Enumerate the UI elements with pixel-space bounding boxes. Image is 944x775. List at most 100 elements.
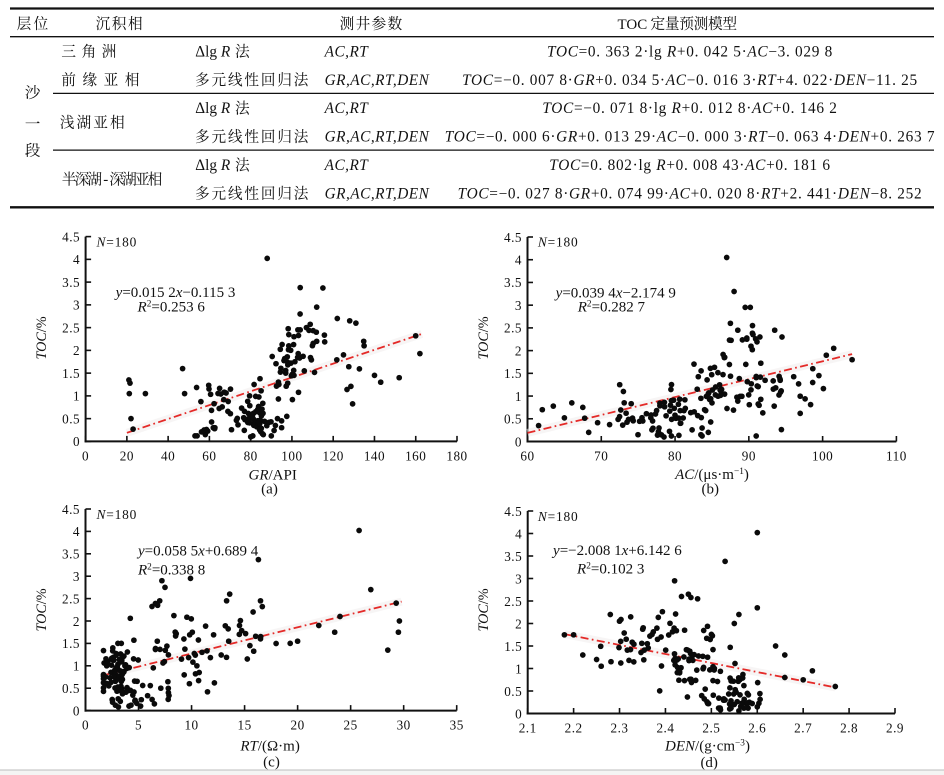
svg-text:15: 15 <box>237 718 251 733</box>
svg-text:(a): (a) <box>261 482 278 498</box>
svg-text:140: 140 <box>364 448 385 463</box>
svg-text:R2=0.102 3: R2=0.102 3 <box>576 562 644 578</box>
svg-text:-: - <box>103 172 108 188</box>
svg-text:30: 30 <box>397 718 411 733</box>
svg-text:TOC/%: TOC/% <box>476 316 492 359</box>
svg-text:2.5: 2.5 <box>62 320 80 335</box>
svg-text:R2=0.253 6: R2=0.253 6 <box>137 299 206 315</box>
svg-text:2: 2 <box>73 614 80 629</box>
svg-text:y=−2.008 1x+6.142 6: y=−2.008 1x+6.142 6 <box>551 543 682 559</box>
svg-text:80: 80 <box>668 449 682 464</box>
svg-text:AC/(μs·m−1): AC/(μs·m−1) <box>674 467 749 483</box>
svg-text:0.5: 0.5 <box>62 411 80 426</box>
svg-text:4: 4 <box>515 253 522 268</box>
svg-text:AC,RT: AC,RT <box>324 100 370 117</box>
svg-text:3.5: 3.5 <box>62 547 80 562</box>
svg-text:2: 2 <box>515 616 522 631</box>
svg-text:2.6: 2.6 <box>748 721 766 736</box>
svg-text:3.5: 3.5 <box>504 275 522 290</box>
svg-text:2.9: 2.9 <box>886 721 904 736</box>
svg-text:120: 120 <box>323 448 344 463</box>
svg-text:(d): (d) <box>700 755 718 771</box>
svg-text:N=180: N=180 <box>96 235 138 250</box>
svg-text:(b): (b) <box>702 482 720 498</box>
svg-text:2.1: 2.1 <box>519 721 537 736</box>
svg-text:GR/API: GR/API <box>249 468 297 484</box>
svg-text:TOC/%: TOC/% <box>34 588 50 631</box>
svg-text:100: 100 <box>812 449 833 464</box>
svg-text:70: 70 <box>594 449 608 464</box>
svg-text:GR,AC,RT,DEN: GR,AC,RT,DEN <box>325 72 430 89</box>
svg-text:AC,RT: AC,RT <box>324 157 370 174</box>
svg-text:1: 1 <box>515 661 522 676</box>
svg-text:2.5: 2.5 <box>504 594 522 609</box>
svg-text:1.5: 1.5 <box>62 636 80 651</box>
svg-text:2.7: 2.7 <box>794 721 812 736</box>
svg-text:2.3: 2.3 <box>611 721 629 736</box>
svg-text:2: 2 <box>73 343 80 358</box>
svg-text:TOC: TOC <box>618 17 648 33</box>
svg-text:2.5: 2.5 <box>504 321 522 336</box>
svg-text:TOC/%: TOC/% <box>476 588 492 631</box>
svg-text:4: 4 <box>73 252 80 267</box>
svg-text:4: 4 <box>73 524 80 539</box>
svg-text:2.4: 2.4 <box>656 721 674 736</box>
svg-text:2.5: 2.5 <box>62 591 80 606</box>
svg-text:3: 3 <box>73 569 80 584</box>
svg-text:160: 160 <box>405 448 426 463</box>
svg-text:1.5: 1.5 <box>504 366 522 381</box>
svg-text:0.5: 0.5 <box>504 684 522 699</box>
svg-text:0: 0 <box>82 718 89 733</box>
svg-text:GR,AC,RT,DEN: GR,AC,RT,DEN <box>325 185 430 202</box>
svg-text:3: 3 <box>73 298 80 313</box>
svg-text:Δlg R: Δlg R <box>195 157 231 174</box>
svg-text:25: 25 <box>344 718 358 733</box>
svg-text:4: 4 <box>515 526 522 541</box>
svg-text:RT/(Ω·m): RT/(Ω·m) <box>239 738 299 754</box>
svg-text:2: 2 <box>515 343 522 358</box>
svg-text:y=0.039 4x−2.174 9: y=0.039 4x−2.174 9 <box>554 286 676 302</box>
svg-text:TOC/%: TOC/% <box>34 316 50 359</box>
svg-text:AC,RT: AC,RT <box>324 43 370 60</box>
svg-text:R2=0.338 8: R2=0.338 8 <box>137 562 205 578</box>
svg-text:y=0.015 2x−0.115 3: y=0.015 2x−0.115 3 <box>114 285 236 301</box>
svg-text:180: 180 <box>446 448 467 463</box>
svg-text:110: 110 <box>886 449 907 464</box>
svg-text:R2=0.282 7: R2=0.282 7 <box>577 299 646 315</box>
svg-text:0.5: 0.5 <box>62 681 80 696</box>
svg-text:35: 35 <box>450 718 464 733</box>
svg-text:N=180: N=180 <box>96 507 138 522</box>
svg-text:90: 90 <box>742 449 756 464</box>
svg-text:(c): (c) <box>263 755 280 771</box>
svg-text:Δlg R: Δlg R <box>195 43 231 60</box>
svg-text:3: 3 <box>515 298 522 313</box>
svg-text:TOC=−0. 027 8·GR+0. 074 99·AC+: TOC=−0. 027 8·GR+0. 074 99·AC+0. 020 8·R… <box>458 185 923 202</box>
svg-text:1.5: 1.5 <box>62 366 80 381</box>
svg-text:10: 10 <box>184 718 198 733</box>
svg-text:TOC=−0. 000 6·GR+0. 013 29·AC−: TOC=−0. 000 6·GR+0. 013 29·AC−0. 000 3·R… <box>445 129 935 146</box>
svg-text:TOC=−0. 071 8·lg R+0. 012 8·AC: TOC=−0. 071 8·lg R+0. 012 8·AC+0. 146 2 <box>542 100 837 117</box>
svg-text:0: 0 <box>73 703 80 718</box>
svg-text:1: 1 <box>73 659 80 674</box>
svg-text:4.5: 4.5 <box>504 504 522 519</box>
svg-text:20: 20 <box>291 718 305 733</box>
svg-text:4.5: 4.5 <box>62 229 80 244</box>
svg-text:1: 1 <box>73 389 80 404</box>
svg-text:3.5: 3.5 <box>62 275 80 290</box>
svg-text:60: 60 <box>202 448 216 463</box>
svg-text:5: 5 <box>135 718 142 733</box>
svg-text:2.2: 2.2 <box>565 721 583 736</box>
svg-text:80: 80 <box>244 448 258 463</box>
svg-text:0: 0 <box>82 448 89 463</box>
svg-text:N=180: N=180 <box>537 235 579 250</box>
svg-text:DEN/(g·cm−3): DEN/(g·cm−3) <box>664 738 750 754</box>
svg-text:4.5: 4.5 <box>62 502 80 517</box>
svg-text:GR,AC,RT,DEN: GR,AC,RT,DEN <box>325 129 430 146</box>
svg-text:TOC=−0. 007 8·GR+0. 034 5·AC−0: TOC=−0. 007 8·GR+0. 034 5·AC−0. 016 3·RT… <box>462 72 918 89</box>
svg-text:1: 1 <box>515 389 522 404</box>
svg-text:3: 3 <box>515 571 522 586</box>
svg-text:Δlg R: Δlg R <box>195 100 231 117</box>
svg-text:TOC=0. 802·lg R+0. 008 43·AC+0: TOC=0. 802·lg R+0. 008 43·AC+0. 181 6 <box>549 157 830 174</box>
svg-text:2.5: 2.5 <box>702 721 720 736</box>
svg-text:60: 60 <box>520 449 534 464</box>
